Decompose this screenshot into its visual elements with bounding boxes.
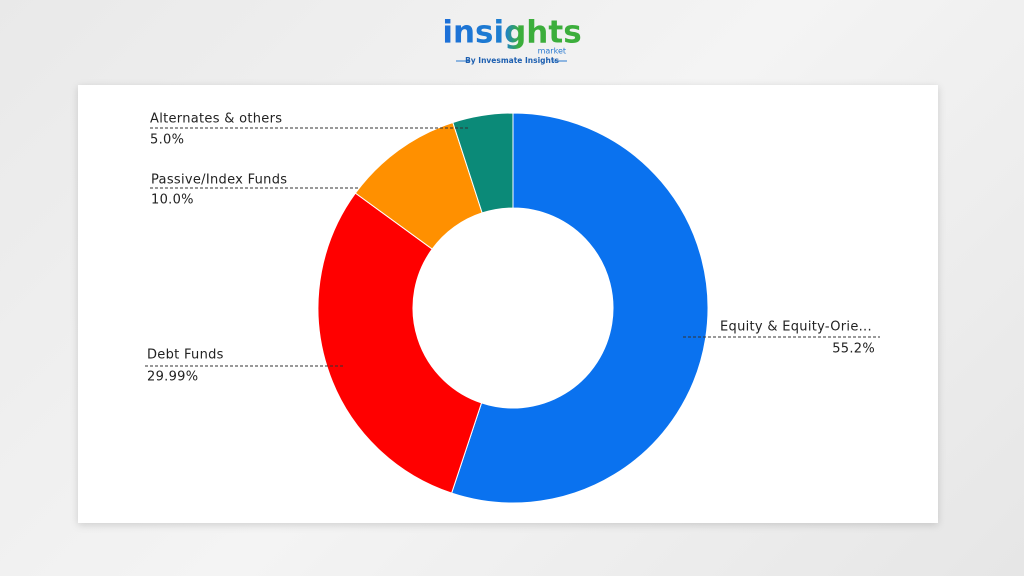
slice-label: Alternates & others: [150, 112, 282, 127]
brand-tagline: By Invesmate Insights: [465, 56, 559, 65]
brand-logo: insights: [442, 15, 581, 51]
value-label: 10.0%: [151, 193, 194, 208]
brand-sub: market: [538, 47, 566, 56]
donut-slice: [452, 112, 514, 214]
value-label: 5.0%: [150, 133, 184, 148]
donut-slice: [450, 112, 709, 504]
value-label: 55.2%: [832, 342, 875, 357]
value-label: 29.99%: [147, 370, 198, 385]
donut-slice: [317, 192, 483, 494]
slice-label: Passive/Index Funds: [151, 173, 287, 188]
donut-chart: Equity & Equity-Orie... 55.2% Debt Funds 29…: [145, 112, 880, 504]
slice-label: Equity & Equity-Orie...: [720, 320, 872, 335]
slice-label: Debt Funds: [147, 348, 224, 363]
